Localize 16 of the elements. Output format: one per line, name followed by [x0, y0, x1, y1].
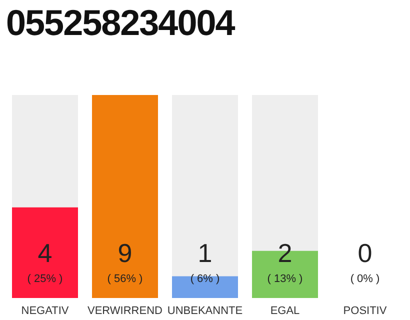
data-label: ( 56% ) — [107, 273, 143, 285]
x-tick-label: VERWIRREND — [88, 304, 163, 317]
x-tick-label: EGAL — [270, 304, 300, 317]
annotation: 0 — [358, 238, 372, 268]
x-tick-label: UNBEKANNTE — [167, 304, 243, 317]
x-tick-label: NEGATIV — [21, 304, 70, 317]
annotation: 9 — [118, 238, 132, 268]
data-label: ( 25% ) — [27, 273, 63, 285]
x-tick-label: POSITIV — [343, 304, 388, 317]
annotation: 1 — [198, 238, 212, 268]
data-label: ( 6% ) — [190, 273, 220, 285]
annotation: 4 — [38, 238, 52, 268]
data-label: ( 13% ) — [267, 273, 303, 285]
chart-title: 055258234004 — [6, 2, 234, 44]
data-label: ( 0% ) — [350, 273, 380, 285]
bar — [172, 276, 238, 298]
